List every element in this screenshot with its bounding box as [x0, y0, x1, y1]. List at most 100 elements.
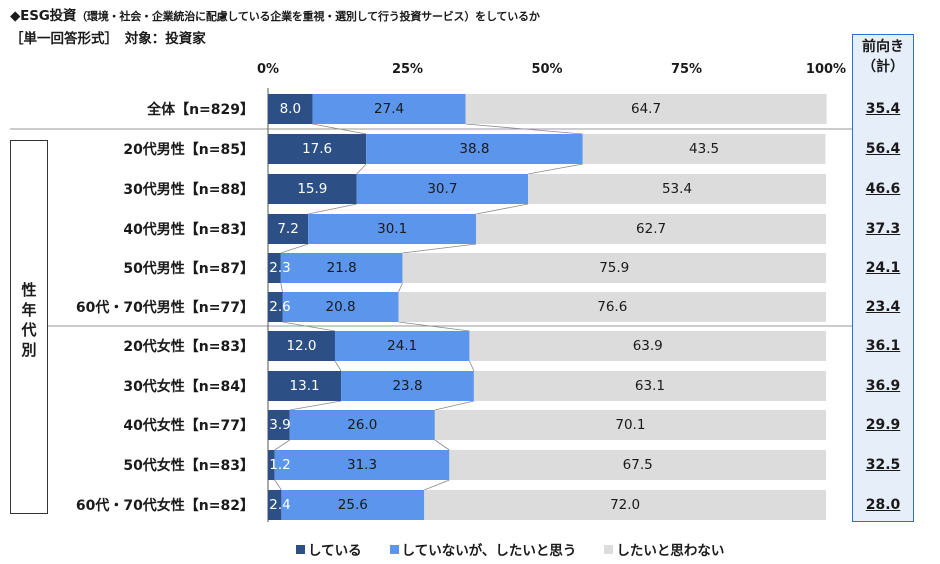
- positive-total-panel: [852, 34, 914, 522]
- category-label: 30代男性【n=88】: [123, 182, 254, 198]
- data-label: 53.4: [661, 181, 693, 197]
- positive-total-value: 56.4: [865, 141, 901, 157]
- data-label: 75.9: [599, 260, 630, 276]
- positive-total-value: 23.4: [865, 299, 901, 315]
- bar-segment: [268, 94, 313, 124]
- bar-segment: [268, 214, 309, 244]
- data-label: 72.0: [610, 497, 641, 513]
- data-label: 30.7: [427, 181, 458, 197]
- data-label: 31.3: [346, 457, 378, 473]
- data-label: 76.6: [597, 299, 628, 315]
- legend-item-doing: している: [296, 539, 362, 559]
- category-label: 40代男性【n=83】: [123, 222, 254, 238]
- category-label: 20代男性【n=85】: [123, 142, 254, 158]
- data-label: 2.3: [269, 260, 291, 276]
- connector-line: [280, 243, 309, 254]
- connector-line: [282, 321, 336, 332]
- data-label: 43.5: [689, 141, 720, 157]
- data-label: 64.7: [631, 101, 662, 117]
- bar-segment: [268, 450, 275, 480]
- connector-line: [274, 479, 282, 491]
- positive-total-header: 前向き （計）: [852, 37, 914, 77]
- legend-item-want: していないが、したいと思う: [389, 539, 577, 559]
- legend-swatch-dont: [604, 544, 614, 554]
- data-label: 63.1: [634, 378, 665, 394]
- chart-title-sub: （環境・社会・企業統治に配慮している企業を重視・選別して行う投資サービス）をして…: [76, 10, 540, 23]
- x-tick-label: 25%: [391, 62, 424, 77]
- chart-subtitle: ［単一回答形式］ 対象：投資家: [10, 31, 206, 47]
- category-label: 50代男性【n=87】: [123, 261, 254, 277]
- data-label: 17.6: [302, 141, 333, 157]
- bar-segment: [402, 253, 826, 283]
- positive-total-header-line1: 前向き: [862, 39, 904, 55]
- data-label: 30.1: [377, 221, 408, 237]
- connector-line: [434, 439, 450, 451]
- bar-segment: [424, 490, 826, 520]
- connector-line: [434, 400, 474, 411]
- positive-total-value: 37.3: [865, 221, 901, 237]
- positive-total-value: 29.9: [865, 417, 901, 433]
- category-label: 60代・70代男性【n=77】: [75, 300, 254, 316]
- data-label: 2.4: [269, 497, 291, 513]
- bar-segment: [282, 292, 399, 322]
- data-label: 21.8: [326, 260, 357, 276]
- x-tick-label: 0%: [256, 62, 280, 77]
- bar-segment: [268, 174, 357, 204]
- category-label: 全体【n=829】: [147, 102, 254, 118]
- bar-segment: [268, 410, 290, 440]
- data-label: 23.8: [392, 378, 423, 394]
- legend: している していないが、したいと思う したいと思わない: [296, 539, 724, 559]
- bar-segment: [274, 450, 450, 480]
- data-label: 12.0: [286, 338, 317, 354]
- category-label: 20代女性【n=83】: [123, 339, 254, 355]
- bar-segment: [473, 371, 826, 401]
- bar-segment: [398, 292, 826, 322]
- data-label: 13.1: [289, 378, 320, 394]
- data-label: 8.0: [279, 101, 302, 117]
- data-label: 20.8: [325, 299, 356, 315]
- chart-title: ◆ESG投資（環境・社会・企業統治に配慮している企業を重視・選別して行う投資サー…: [10, 8, 540, 24]
- category-label: 60代・70代女性【n=82】: [75, 498, 254, 514]
- bar-segment: [476, 214, 826, 244]
- bar-segment: [582, 134, 826, 164]
- bar-segment: [268, 253, 281, 283]
- connector-line: [334, 360, 342, 372]
- bar-segment: [528, 174, 826, 204]
- x-tick-label: 50%: [531, 62, 563, 77]
- bar-segment: [465, 94, 827, 124]
- x-tick-label: 75%: [670, 62, 703, 77]
- bar-segment: [356, 174, 529, 204]
- connector-line: [476, 203, 529, 215]
- legend-swatch-doing: [296, 544, 305, 554]
- data-label: 70.1: [615, 417, 646, 433]
- bar-segment: [366, 134, 583, 164]
- legend-swatch-want: [389, 544, 399, 554]
- data-label: 24.1: [387, 338, 418, 354]
- bar-segment: [268, 490, 282, 520]
- group-label: 性年代別: [21, 281, 37, 359]
- bar-segment: [434, 410, 826, 440]
- bar-segment: [469, 331, 826, 361]
- data-label: 3.9: [269, 417, 291, 433]
- connector-line: [356, 163, 367, 175]
- data-label: 27.4: [374, 101, 405, 117]
- data-label: 25.6: [337, 497, 368, 513]
- legend-label-want: していないが、したいと思う: [401, 543, 577, 559]
- positive-total-header-line2: （計）: [862, 59, 904, 75]
- connector-line: [312, 123, 367, 135]
- bar-segment: [312, 94, 466, 124]
- bar-segment: [449, 450, 826, 480]
- category-label: 40代女性【n=77】: [123, 418, 254, 434]
- connector-line: [289, 400, 342, 411]
- category-label: 50代女性【n=83】: [123, 458, 254, 474]
- data-label: 2.6: [269, 299, 291, 315]
- data-label: 1.2: [269, 457, 291, 473]
- positive-total-value: 36.1: [865, 338, 901, 354]
- connector-line: [402, 243, 477, 254]
- bar-segment: [280, 253, 403, 283]
- bar-segment: [289, 410, 435, 440]
- data-label: 26.0: [347, 417, 378, 433]
- positive-total-value: 32.5: [865, 457, 901, 473]
